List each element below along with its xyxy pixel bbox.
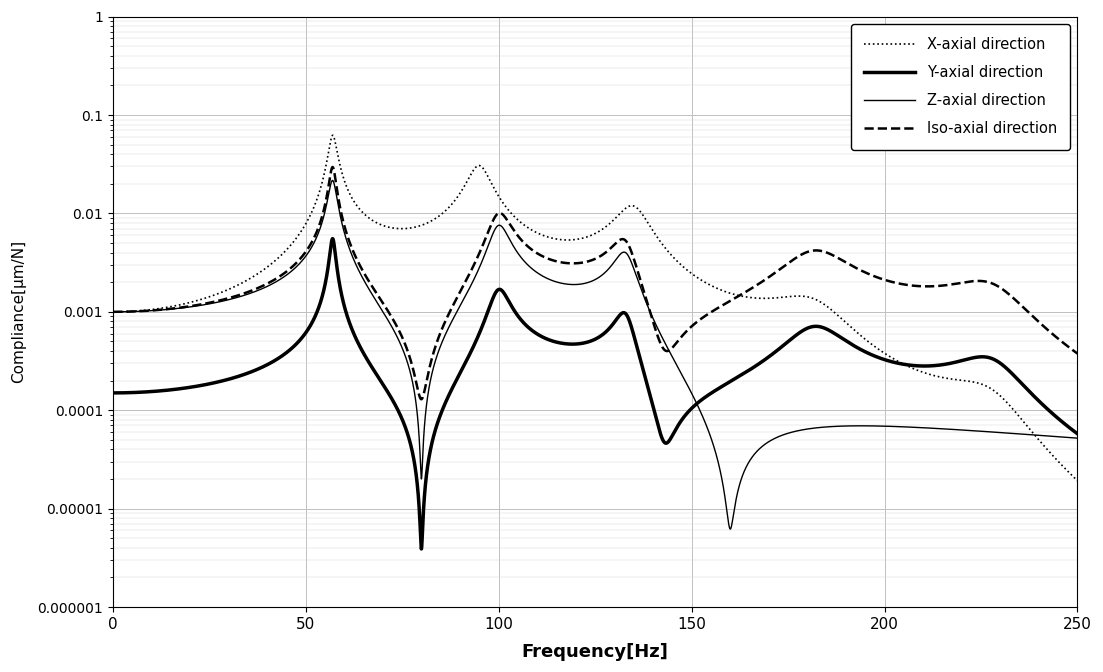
Z-axial direction	[874, 422, 887, 430]
X-axial direction	[1071, 476, 1084, 485]
Y-axial direction	[677, 413, 690, 421]
Iso-axial direction	[154, 306, 168, 314]
X-axial direction	[822, 303, 835, 311]
X-axial direction	[154, 304, 168, 312]
Iso-axial direction	[1071, 349, 1084, 358]
X-axial direction	[677, 263, 690, 271]
Line: Iso-axial direction: Iso-axial direction	[114, 167, 1078, 399]
X-axial direction	[456, 185, 469, 194]
Iso-axial direction	[415, 395, 428, 403]
X-axial direction	[326, 131, 340, 139]
Y-axial direction	[154, 386, 168, 394]
Y-axial direction	[874, 354, 887, 362]
Legend: X-axial direction, Y-axial direction, Z-axial direction, Iso-axial direction: X-axial direction, Y-axial direction, Z-…	[850, 24, 1070, 150]
Iso-axial direction	[107, 308, 120, 316]
Z-axial direction	[1071, 434, 1084, 442]
Iso-axial direction	[677, 330, 690, 338]
Y-axial direction	[326, 235, 340, 243]
Z-axial direction	[724, 525, 737, 533]
Z-axial direction	[154, 306, 168, 314]
Y-axial direction	[415, 545, 428, 553]
Line: Z-axial direction: Z-axial direction	[114, 180, 1078, 529]
X-axial direction	[872, 346, 886, 354]
Z-axial direction	[677, 374, 690, 382]
Line: Y-axial direction: Y-axial direction	[114, 239, 1078, 549]
Z-axial direction	[325, 176, 339, 184]
Z-axial direction	[107, 308, 120, 316]
Iso-axial direction	[326, 163, 340, 171]
X-axial direction	[719, 288, 732, 296]
Z-axial direction	[456, 298, 469, 306]
Iso-axial direction	[822, 249, 835, 257]
Iso-axial direction	[719, 299, 732, 307]
Z-axial direction	[822, 423, 835, 431]
Iso-axial direction	[456, 284, 469, 292]
Z-axial direction	[719, 500, 732, 508]
Iso-axial direction	[874, 274, 887, 282]
Y-axial direction	[1071, 430, 1084, 438]
X-axis label: Frequency[Hz]: Frequency[Hz]	[522, 643, 668, 661]
Y-axial direction	[719, 380, 732, 388]
Line: X-axial direction: X-axial direction	[114, 135, 1078, 480]
Y-axial direction	[822, 326, 835, 334]
Y-axial direction	[107, 389, 120, 397]
X-axial direction	[107, 308, 120, 316]
Y-axis label: Compliance[μm/N]: Compliance[μm/N]	[11, 241, 26, 384]
Y-axial direction	[456, 364, 469, 372]
